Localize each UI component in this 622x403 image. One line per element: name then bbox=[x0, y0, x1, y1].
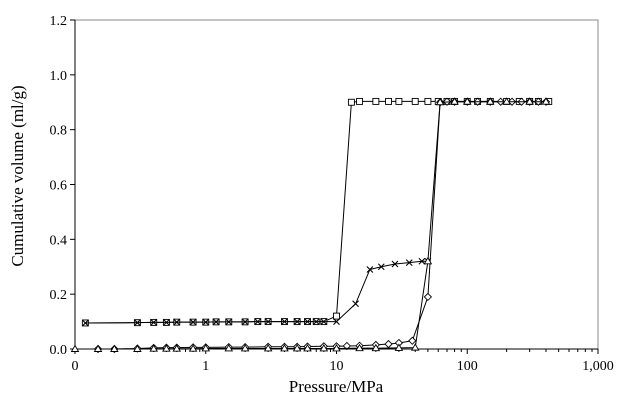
data-point bbox=[201, 344, 211, 352]
data-point bbox=[332, 344, 341, 352]
x-tick-label: 10 bbox=[330, 359, 344, 374]
data-point bbox=[347, 98, 355, 106]
data-point bbox=[202, 318, 210, 326]
x-tick-label: 0 bbox=[72, 359, 79, 374]
data-point bbox=[264, 318, 272, 325]
data-point bbox=[303, 344, 312, 352]
data-point bbox=[189, 318, 197, 326]
data-point bbox=[411, 97, 419, 105]
x-axis-label: Pressure/MPa bbox=[289, 377, 384, 396]
data-point bbox=[319, 344, 329, 352]
data-point bbox=[423, 292, 433, 302]
x-axis-ticks: 0 1 10 100 1,000 bbox=[72, 349, 614, 374]
data-point bbox=[81, 319, 89, 327]
data-point bbox=[385, 97, 392, 105]
data-point bbox=[149, 344, 159, 352]
data-point bbox=[342, 341, 351, 351]
data-point bbox=[293, 318, 301, 325]
data-point bbox=[333, 312, 340, 320]
series-line bbox=[75, 101, 546, 350]
series-line bbox=[85, 100, 549, 324]
data-point bbox=[224, 344, 234, 352]
data-point bbox=[405, 259, 413, 267]
series-triangle bbox=[70, 97, 551, 352]
data-point bbox=[133, 319, 141, 327]
data-point bbox=[395, 97, 403, 105]
plot-border bbox=[74, 19, 599, 350]
data-point bbox=[188, 344, 198, 352]
x-tick-label: 100 bbox=[457, 359, 478, 374]
y-tick-label: 0.8 bbox=[50, 124, 68, 139]
data-point bbox=[133, 344, 142, 352]
data-point bbox=[254, 318, 262, 325]
data-point bbox=[372, 97, 380, 105]
y-tick-label: 0.4 bbox=[50, 233, 68, 248]
data-point bbox=[333, 318, 340, 325]
y-tick-label: 0.2 bbox=[50, 288, 68, 303]
data-point bbox=[280, 344, 289, 352]
y-tick-label: 1.2 bbox=[50, 14, 68, 29]
data-point bbox=[435, 97, 445, 106]
data-point bbox=[418, 257, 426, 265]
data-point bbox=[292, 344, 302, 352]
data-point bbox=[410, 343, 420, 351]
series-layer bbox=[70, 97, 553, 354]
y-tick-label: 0.6 bbox=[50, 179, 68, 194]
data-point bbox=[212, 318, 220, 326]
data-point bbox=[93, 344, 103, 352]
data-point bbox=[394, 343, 404, 351]
x-tick-label: 1 bbox=[202, 359, 209, 374]
data-point bbox=[240, 344, 250, 352]
data-point bbox=[525, 97, 534, 105]
y-tick-label: 1.0 bbox=[50, 69, 68, 84]
x-tick-label: 1,000 bbox=[582, 359, 614, 374]
y-axis-label: Cumulative volume (ml/g) bbox=[8, 85, 27, 266]
data-point bbox=[502, 97, 511, 105]
data-point bbox=[384, 339, 393, 349]
series-cross bbox=[81, 257, 432, 327]
data-point bbox=[450, 97, 459, 105]
data-point bbox=[391, 260, 399, 268]
data-point bbox=[541, 97, 551, 105]
data-point bbox=[70, 344, 80, 352]
series-line bbox=[85, 260, 428, 324]
data-point bbox=[173, 318, 181, 326]
data-point bbox=[110, 344, 119, 352]
data-point bbox=[162, 344, 171, 352]
series-square bbox=[81, 97, 553, 327]
plot-frame bbox=[74, 19, 599, 350]
data-point bbox=[355, 343, 364, 352]
data-point bbox=[356, 97, 363, 105]
data-point bbox=[225, 318, 233, 326]
data-point bbox=[352, 300, 359, 308]
data-point bbox=[163, 319, 170, 326]
y-axis-ticks: 0.0 0.2 0.4 0.6 0.8 1.0 1.2 bbox=[50, 14, 75, 358]
data-point bbox=[371, 343, 381, 352]
series-line bbox=[98, 101, 546, 350]
data-point bbox=[281, 318, 288, 325]
data-point bbox=[320, 318, 328, 325]
data-point bbox=[241, 318, 249, 326]
data-point bbox=[304, 318, 311, 325]
y-tick-label: 0.0 bbox=[50, 343, 68, 358]
data-point bbox=[312, 318, 320, 325]
data-point bbox=[366, 266, 374, 273]
data-point bbox=[485, 97, 495, 105]
data-point bbox=[423, 256, 433, 265]
data-point bbox=[408, 336, 417, 345]
data-point bbox=[462, 97, 472, 105]
series-diamond bbox=[93, 97, 551, 354]
data-point bbox=[263, 344, 273, 352]
data-point bbox=[377, 263, 385, 271]
data-point bbox=[150, 319, 158, 326]
data-point bbox=[424, 97, 432, 105]
data-point bbox=[172, 344, 182, 352]
